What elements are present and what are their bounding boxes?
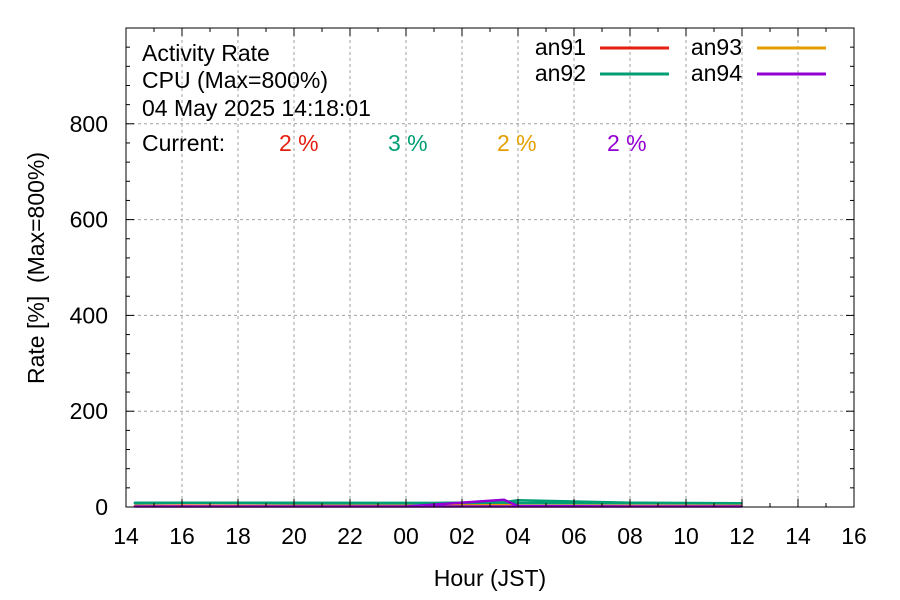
y-axis-label: Rate [%] (Max=800%): [23, 152, 49, 384]
legend-label-an93: an93: [691, 34, 742, 60]
x-axis-label: Hour (JST): [434, 565, 546, 591]
legend-label-an92: an92: [535, 60, 586, 86]
data-point-an94: [503, 499, 505, 501]
current-value-an93: 2 %: [497, 130, 537, 156]
x-tick-label: 22: [337, 523, 363, 549]
x-tick-label: 20: [281, 523, 307, 549]
x-tick-label: 06: [561, 523, 587, 549]
data-point-an92: [133, 501, 136, 504]
y-tick-label: 200: [70, 398, 108, 424]
x-tick-label: 16: [169, 523, 195, 549]
x-tick-label: 16: [841, 523, 867, 549]
x-tick-label: 04: [505, 523, 531, 549]
legend: an91 an92 an93 an94: [535, 34, 826, 86]
y-tick-label: 0: [95, 494, 108, 520]
grid: [126, 28, 854, 507]
x-tick-label: 12: [729, 523, 755, 549]
x-tick-label: 02: [449, 523, 475, 549]
y-tick-label: 400: [70, 302, 108, 328]
axis-ticks: [125, 28, 855, 508]
chart-title-line-1: Activity Rate: [142, 40, 270, 66]
current-value-an92: 3 %: [388, 130, 428, 156]
x-tick-label: 00: [393, 523, 419, 549]
legend-label-an94: an94: [691, 60, 742, 86]
current-value-an91: 2 %: [279, 130, 319, 156]
current-label: Current:: [142, 130, 225, 156]
current-value-an94: 2 %: [607, 130, 647, 156]
x-tick-label: 10: [673, 523, 699, 549]
chart-title-line-2: CPU (Max=800%): [142, 67, 328, 93]
y-tick-labels: 0 200 400 600 800: [70, 111, 108, 520]
x-tick-label: 14: [785, 523, 811, 549]
x-tick-label: 08: [617, 523, 643, 549]
y-tick-label: 600: [70, 207, 108, 233]
x-tick-labels: 14 16 18 20 22 00 02 04 06 08 10 12 14 16: [113, 523, 867, 549]
y-tick-label: 800: [70, 111, 108, 137]
x-tick-label: 14: [113, 523, 139, 549]
data-point-an92: [503, 501, 505, 504]
legend-label-an91: an91: [535, 34, 586, 60]
chart-title-line-3: 04 May 2025 14:18:01: [142, 95, 371, 121]
x-tick-label: 18: [225, 523, 251, 549]
